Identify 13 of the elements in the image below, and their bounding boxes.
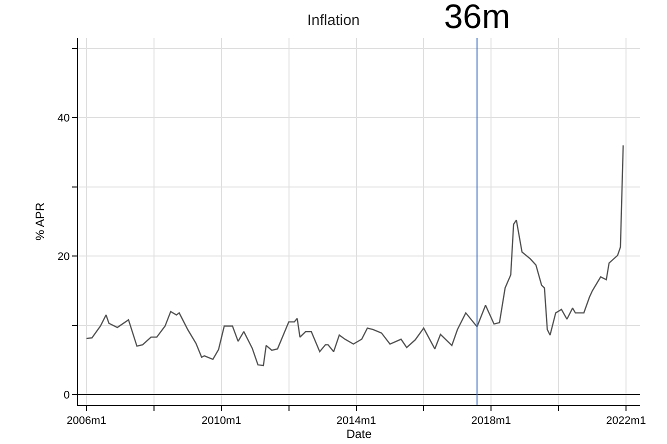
- y-tick-label: 20: [58, 250, 70, 263]
- x-tick-label: 2006m1: [66, 415, 106, 428]
- x-tick-label: 2018m1: [471, 415, 512, 428]
- y-tick-label: 40: [58, 112, 70, 124]
- chart-title: Inflation: [307, 12, 360, 30]
- ref-line-label: 36m: [444, 0, 510, 36]
- y-axis-title: % APR: [33, 202, 47, 241]
- x-tick-label: 2014m1: [336, 415, 376, 428]
- x-tick-label: 2022m1: [606, 415, 646, 428]
- x-tick-label: 2010m1: [202, 415, 242, 428]
- y-tick-label: 0: [64, 389, 70, 402]
- x-axis-title: Date: [346, 427, 372, 442]
- line-series: [86, 144, 624, 366]
